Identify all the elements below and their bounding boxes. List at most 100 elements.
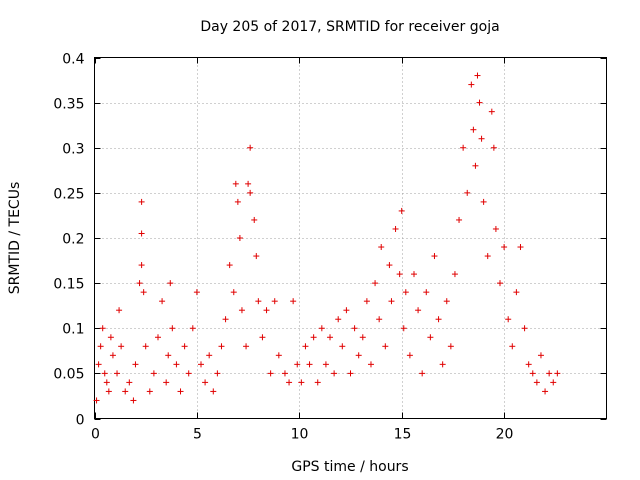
data-point: [130, 397, 137, 404]
data-point: [122, 388, 129, 395]
data-point: [138, 262, 145, 269]
data-point: [114, 370, 121, 377]
data-point: [468, 81, 475, 88]
data-point: [142, 343, 149, 350]
data-point: [372, 280, 379, 287]
data-point: [126, 379, 133, 386]
data-point: [251, 216, 258, 223]
data-point: [376, 316, 383, 323]
data-point: [464, 189, 471, 196]
data-point: [245, 180, 252, 187]
data-point: [439, 361, 446, 368]
data-point: [490, 144, 497, 151]
marker-layer: [93, 72, 561, 404]
data-point: [210, 388, 217, 395]
data-point: [275, 352, 282, 359]
data-point: [118, 343, 125, 350]
data-point: [443, 298, 450, 305]
data-point: [388, 298, 395, 305]
data-point: [271, 298, 278, 305]
data-point: [193, 289, 200, 296]
data-point: [327, 334, 334, 341]
data-point: [554, 370, 561, 377]
data-point: [331, 370, 338, 377]
data-point: [529, 370, 536, 377]
data-point: [415, 307, 422, 314]
data-point: [150, 370, 157, 377]
data-point: [103, 379, 110, 386]
data-point: [247, 189, 254, 196]
data-point: [259, 334, 266, 341]
data-point: [484, 253, 491, 260]
data-point: [105, 388, 112, 395]
data-point: [550, 379, 557, 386]
data-point: [202, 379, 209, 386]
data-point: [173, 361, 180, 368]
x-tick-label: 15: [394, 427, 412, 443]
data-point: [99, 325, 106, 332]
data-point: [93, 397, 100, 404]
data-point: [517, 244, 524, 251]
data-point: [451, 271, 458, 278]
y-tick-labels: 0 0.05 0.1 0.15 0.2 0.25 0.3 0.35 0.4: [53, 52, 84, 429]
data-point: [159, 298, 166, 305]
y-tick-label: 0.4: [62, 52, 84, 68]
data-point: [154, 334, 161, 341]
data-point: [359, 334, 366, 341]
data-point: [267, 370, 274, 377]
data-point: [525, 361, 532, 368]
data-point: [355, 352, 362, 359]
data-point: [298, 379, 305, 386]
data-point: [238, 307, 245, 314]
data-point: [230, 289, 237, 296]
data-point: [185, 370, 192, 377]
data-point: [290, 298, 297, 305]
chart-title: Day 205 of 2017, SRMTID for receiver goj…: [200, 19, 499, 35]
data-point: [396, 271, 403, 278]
data-point: [542, 388, 549, 395]
data-point: [197, 361, 204, 368]
data-point: [306, 361, 313, 368]
data-point: [435, 316, 442, 323]
data-point: [382, 343, 389, 350]
data-point: [501, 244, 508, 251]
data-point: [310, 334, 317, 341]
data-point: [281, 370, 288, 377]
data-point: [222, 316, 229, 323]
y-tick-label: 0.2: [62, 232, 84, 248]
data-point: [537, 352, 544, 359]
data-point: [343, 307, 350, 314]
x-tick-label: 5: [193, 427, 202, 443]
data-point: [533, 379, 540, 386]
data-point: [322, 361, 329, 368]
x-tick-label: 0: [91, 427, 100, 443]
data-point: [294, 361, 301, 368]
data-point: [253, 253, 260, 260]
data-point: [169, 325, 176, 332]
y-tick-label: 0.15: [53, 277, 84, 293]
data-point: [505, 316, 512, 323]
data-point: [367, 361, 374, 368]
data-point: [400, 325, 407, 332]
data-point: [419, 370, 426, 377]
data-point: [138, 198, 145, 205]
data-point: [351, 325, 358, 332]
y-tick-label: 0: [76, 413, 85, 429]
data-point: [177, 388, 184, 395]
data-point: [302, 343, 309, 350]
data-point: [101, 370, 108, 377]
data-point: [392, 225, 399, 232]
data-point: [236, 235, 243, 241]
data-point: [398, 207, 405, 214]
x-tick-labels: 0 5 10 15 20: [91, 427, 513, 443]
x-tick-label: 10: [291, 427, 309, 443]
data-point: [163, 379, 170, 386]
data-point: [107, 334, 114, 341]
y-tick-label: 0.05: [53, 367, 84, 383]
data-point: [165, 352, 172, 359]
data-point: [339, 343, 346, 350]
data-point: [116, 307, 123, 314]
data-point: [318, 325, 325, 332]
data-point: [460, 144, 467, 151]
